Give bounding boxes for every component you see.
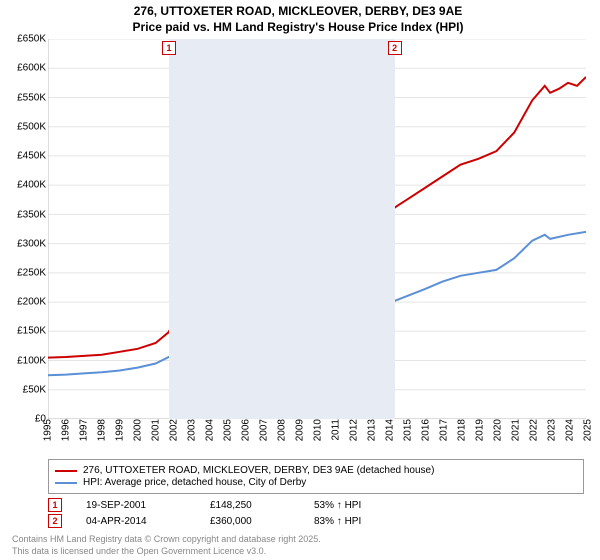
transaction-price: £148,250: [210, 500, 290, 511]
transaction-row-marker: 2: [48, 514, 62, 528]
x-tick-label: 2001: [151, 419, 162, 441]
x-tick-label: 2008: [277, 419, 288, 441]
y-tick-label: £150K: [17, 326, 46, 337]
title-line-1: 276, UTTOXETER ROAD, MICKLEOVER, DERBY, …: [4, 4, 592, 20]
x-tick-label: 2012: [349, 419, 360, 441]
x-tick-label: 2010: [313, 419, 324, 441]
x-tick-label: 2005: [223, 419, 234, 441]
legend-label: HPI: Average price, detached house, City…: [83, 477, 306, 488]
x-tick-label: 2011: [331, 419, 342, 441]
x-tick-label: 2007: [259, 419, 270, 441]
y-tick-label: £450K: [17, 151, 46, 162]
transaction-marker: 2: [388, 41, 402, 55]
x-axis: 1995199619971998199920002001200220032004…: [48, 419, 586, 453]
x-tick-label: 2015: [403, 419, 414, 441]
y-tick-label: £500K: [17, 121, 46, 132]
transaction-marker: 1: [162, 41, 176, 55]
y-tick-label: £350K: [17, 209, 46, 220]
x-tick-label: 2006: [241, 419, 252, 441]
y-tick-label: £50K: [23, 384, 46, 395]
legend-swatch: [55, 470, 77, 472]
x-tick-label: 2009: [295, 419, 306, 441]
y-tick-label: £550K: [17, 92, 46, 103]
transaction-date: 04-APR-2014: [86, 516, 186, 527]
transaction-row: 2 04-APR-2014 £360,000 83% ↑ HPI: [48, 514, 584, 528]
x-tick-label: 2017: [439, 419, 450, 441]
chart-plot-area: £0£50K£100K£150K£200K£250K£300K£350K£400…: [48, 39, 586, 419]
x-tick-label: 2023: [547, 419, 558, 441]
x-tick-label: 2020: [493, 419, 504, 441]
x-tick-label: 1996: [61, 419, 72, 441]
x-tick-label: 2002: [169, 419, 180, 441]
y-axis: £0£50K£100K£150K£200K£250K£300K£350K£400…: [4, 39, 48, 419]
x-tick-label: 2004: [205, 419, 216, 441]
transaction-row-marker: 1: [48, 498, 62, 512]
transaction-price: £360,000: [210, 516, 290, 527]
plot-surface: 12: [48, 39, 586, 419]
transaction-row: 1 19-SEP-2001 £148,250 53% ↑ HPI: [48, 498, 584, 512]
shaded-ownership-band: [169, 39, 395, 419]
x-tick-label: 1995: [43, 419, 54, 441]
x-tick-label: 2014: [385, 419, 396, 441]
x-tick-label: 2024: [565, 419, 576, 441]
footer-line-2: This data is licensed under the Open Gov…: [12, 546, 584, 558]
x-tick-label: 1998: [97, 419, 108, 441]
transaction-vs-hpi: 83% ↑ HPI: [314, 516, 394, 527]
legend: 276, UTTOXETER ROAD, MICKLEOVER, DERBY, …: [48, 459, 584, 494]
y-tick-label: £200K: [17, 297, 46, 308]
chart-container: 276, UTTOXETER ROAD, MICKLEOVER, DERBY, …: [0, 0, 600, 560]
footer-line-1: Contains HM Land Registry data © Crown c…: [12, 534, 584, 546]
x-tick-label: 2003: [187, 419, 198, 441]
y-tick-label: £650K: [17, 34, 46, 45]
footer-attribution: Contains HM Land Registry data © Crown c…: [12, 534, 584, 557]
y-tick-label: £600K: [17, 63, 46, 74]
x-tick-label: 1997: [79, 419, 90, 441]
transaction-table: 1 19-SEP-2001 £148,250 53% ↑ HPI 2 04-APR-201…: [48, 498, 584, 528]
chart-title: 276, UTTOXETER ROAD, MICKLEOVER, DERBY, …: [4, 4, 592, 35]
x-tick-label: 2021: [511, 419, 522, 441]
x-tick-label: 2013: [367, 419, 378, 441]
x-tick-label: 2019: [475, 419, 486, 441]
x-tick-label: 2016: [421, 419, 432, 441]
legend-label: 276, UTTOXETER ROAD, MICKLEOVER, DERBY, …: [83, 465, 434, 476]
transaction-vs-hpi: 53% ↑ HPI: [314, 500, 394, 511]
x-tick-label: 1999: [115, 419, 126, 441]
y-tick-label: £100K: [17, 355, 46, 366]
x-tick-label: 2025: [583, 419, 594, 441]
legend-item: HPI: Average price, detached house, City…: [55, 477, 577, 488]
transaction-date: 19-SEP-2001: [86, 500, 186, 511]
y-tick-label: £250K: [17, 268, 46, 279]
x-tick-label: 2000: [133, 419, 144, 441]
legend-item: 276, UTTOXETER ROAD, MICKLEOVER, DERBY, …: [55, 465, 577, 476]
x-tick-label: 2018: [457, 419, 468, 441]
x-tick-label: 2022: [529, 419, 540, 441]
legend-swatch: [55, 482, 77, 484]
y-tick-label: £400K: [17, 180, 46, 191]
title-line-2: Price paid vs. HM Land Registry's House …: [4, 20, 592, 36]
y-tick-label: £300K: [17, 238, 46, 249]
